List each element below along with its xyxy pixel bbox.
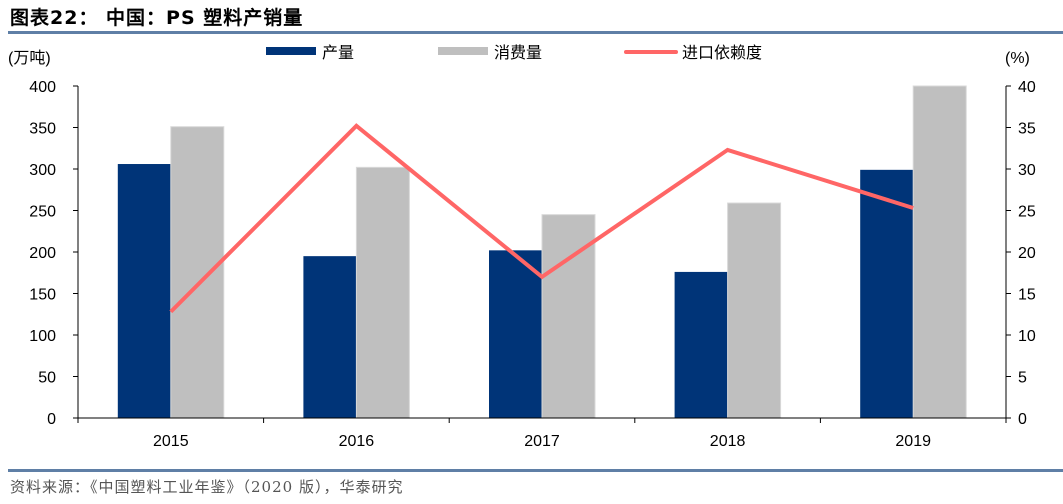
bar-consumption bbox=[170, 126, 225, 419]
x-tick-label: 2019 bbox=[895, 433, 931, 450]
right-tick-label: 15 bbox=[1018, 287, 1036, 304]
left-tick-label: 250 bbox=[29, 204, 56, 221]
source-note: 资料来源：《中国塑料工业年鉴》（2020 版），华泰研究 bbox=[10, 478, 404, 496]
bar-production bbox=[117, 164, 171, 418]
bar-production bbox=[489, 250, 542, 418]
right-axis-unit: (%) bbox=[1005, 50, 1030, 67]
left-tick-label: 300 bbox=[29, 162, 56, 179]
left-tick-label: 400 bbox=[29, 79, 56, 96]
right-tick-label: 5 bbox=[1018, 370, 1027, 387]
line-import-dependency bbox=[169, 123, 914, 314]
bar-consumption bbox=[727, 202, 782, 419]
bar-consumption bbox=[355, 166, 410, 419]
bar-production bbox=[860, 169, 914, 418]
bar-consumption bbox=[912, 85, 967, 419]
legend-label-2: 进口依赖度 bbox=[682, 43, 762, 62]
bar-production bbox=[674, 271, 728, 418]
x-tick-label: 2018 bbox=[710, 433, 746, 450]
x-tick-label: 2017 bbox=[524, 433, 560, 450]
legend-swatch-0 bbox=[266, 47, 316, 55]
left-tick-label: 100 bbox=[29, 328, 56, 345]
x-tick-label: 2016 bbox=[339, 433, 375, 450]
right-tick-label: 25 bbox=[1018, 204, 1036, 221]
chart-title: 图表22： 中国：PS 塑料产销量 bbox=[10, 7, 304, 29]
left-axis-unit: (万吨) bbox=[8, 49, 51, 67]
right-tick-label: 35 bbox=[1018, 121, 1036, 138]
left-tick-label: 200 bbox=[29, 245, 56, 262]
legend-swatch-1 bbox=[438, 47, 488, 55]
right-tick-label: 20 bbox=[1018, 245, 1036, 262]
title-divider bbox=[8, 31, 1063, 34]
right-tick-label: 10 bbox=[1018, 328, 1036, 345]
bar-production bbox=[303, 256, 357, 418]
legend-label-0: 产量 bbox=[322, 43, 354, 62]
left-tick-label: 150 bbox=[29, 287, 56, 304]
legend-label-1: 消费量 bbox=[494, 43, 542, 62]
x-tick-label: 2015 bbox=[153, 433, 189, 450]
right-tick-label: 30 bbox=[1018, 162, 1036, 179]
right-tick-label: 0 bbox=[1018, 411, 1027, 428]
left-tick-label: 50 bbox=[38, 370, 56, 387]
footer-divider bbox=[8, 469, 1063, 472]
left-tick-label: 350 bbox=[29, 121, 56, 138]
right-tick-label: 40 bbox=[1018, 79, 1036, 96]
left-tick-label: 0 bbox=[47, 411, 56, 428]
